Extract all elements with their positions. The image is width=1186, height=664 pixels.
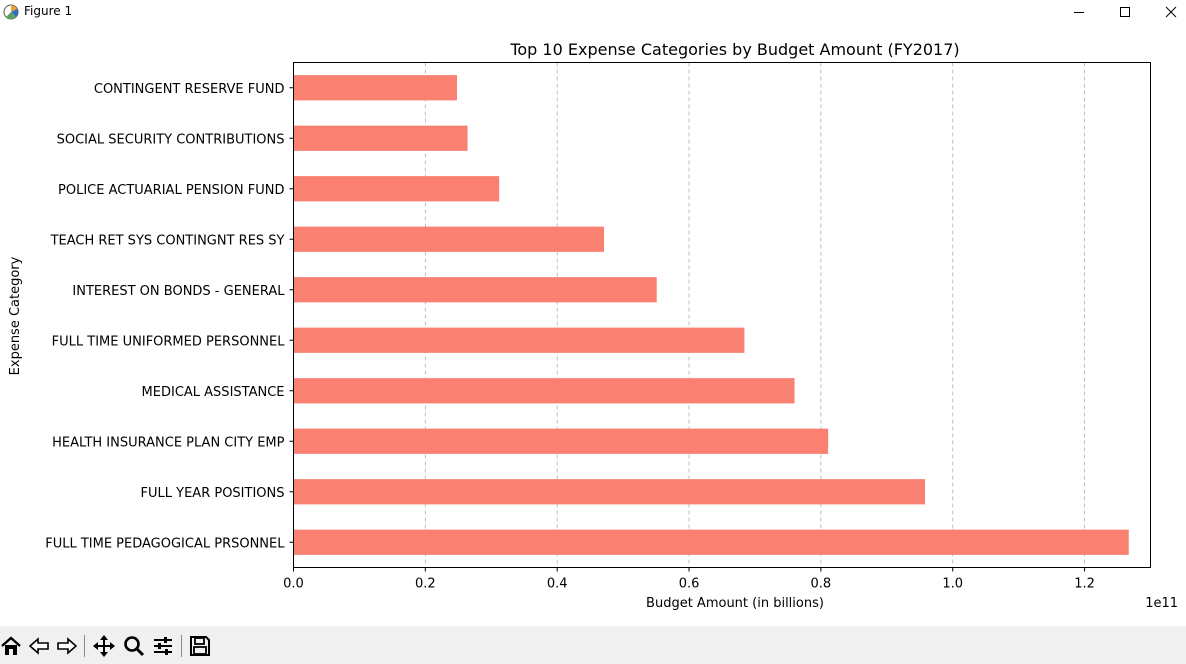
bar xyxy=(293,277,657,303)
x-tick-label: 1.0 xyxy=(942,577,963,592)
y-tick-label: TEACH RET SYS CONTINGNT RES SY xyxy=(50,233,285,248)
bar xyxy=(293,75,457,101)
close-button[interactable] xyxy=(1148,0,1186,24)
chart: Top 10 Expense Categories by Budget Amou… xyxy=(8,40,1178,611)
y-tick-label: INTEREST ON BONDS - GENERAL xyxy=(72,284,285,299)
figure-canvas[interactable]: Top 10 Expense Categories by Budget Amou… xyxy=(0,24,1186,626)
minimize-button[interactable] xyxy=(1056,0,1102,24)
y-tick-label: FULL YEAR POSITIONS xyxy=(141,486,285,501)
home-icon xyxy=(1,636,21,655)
y-axis-label: Expense Category xyxy=(8,256,23,375)
back-icon xyxy=(28,637,49,655)
pan-button[interactable] xyxy=(92,634,116,658)
toolbar-separator xyxy=(181,635,182,657)
zoom-icon xyxy=(124,636,145,657)
y-tick-label: MEDICAL ASSISTANCE xyxy=(142,385,285,400)
bar xyxy=(293,428,829,454)
configure-subplots-button[interactable] xyxy=(151,634,175,658)
y-tick-labels: FULL TIME PEDAGOGICAL PRSONNEL FULL YEAR … xyxy=(45,82,294,551)
toolbar-separator xyxy=(84,635,85,657)
zoom-button[interactable] xyxy=(122,634,146,658)
navigation-toolbar xyxy=(0,626,1186,664)
bar xyxy=(293,226,604,252)
save-button[interactable] xyxy=(188,634,212,658)
configure-subplots-icon xyxy=(154,637,172,655)
matplotlib-logo-icon xyxy=(3,4,19,20)
plot-frame xyxy=(293,62,1151,568)
bar xyxy=(293,479,926,505)
y-tick-label: FULL TIME PEDAGOGICAL PRSONNEL xyxy=(45,536,285,551)
chart-title: Top 10 Expense Categories by Budget Amou… xyxy=(509,40,959,59)
x-tick-label: 0.8 xyxy=(811,577,832,592)
bar xyxy=(293,378,795,404)
x-tick-labels: 0.0 0.2 0.4 0.6 0.8 1.0 1.2 xyxy=(283,567,1095,592)
bar xyxy=(293,176,500,202)
window-title: Figure 1 xyxy=(24,4,73,18)
forward-icon xyxy=(57,637,78,655)
x-tick-label: 0.4 xyxy=(547,577,568,592)
pan-icon xyxy=(93,635,115,657)
bar xyxy=(293,327,745,353)
x-axis-label: Budget Amount (in billions) xyxy=(646,596,824,611)
bar xyxy=(293,529,1129,555)
y-tick-label: FULL TIME UNIFORMED PERSONNEL xyxy=(52,334,286,349)
save-icon xyxy=(190,636,210,656)
y-tick-label: CONTINGENT RESERVE FUND xyxy=(94,82,285,97)
minimize-icon xyxy=(1074,12,1084,13)
bar xyxy=(293,125,468,151)
maximize-icon xyxy=(1120,7,1130,17)
x-tick-label: 0.0 xyxy=(283,577,304,592)
bars xyxy=(293,75,1129,555)
close-icon xyxy=(1165,6,1177,18)
x-axis-offset-text: 1e11 xyxy=(1145,596,1178,611)
title-bar: Figure 1 xyxy=(0,0,1186,24)
back-button[interactable] xyxy=(27,634,51,658)
y-tick-label: SOCIAL SECURITY CONTRIBUTIONS xyxy=(57,132,285,147)
maximize-button[interactable] xyxy=(1102,0,1148,24)
x-tick-label: 1.2 xyxy=(1074,577,1095,592)
x-tick-label: 0.6 xyxy=(679,577,700,592)
y-tick-label: POLICE ACTUARIAL PENSION FUND xyxy=(58,183,284,198)
y-tick-label: HEALTH INSURANCE PLAN CITY EMP xyxy=(52,435,285,450)
forward-button[interactable] xyxy=(55,634,79,658)
x-tick-label: 0.2 xyxy=(415,577,436,592)
home-button[interactable] xyxy=(0,634,23,658)
